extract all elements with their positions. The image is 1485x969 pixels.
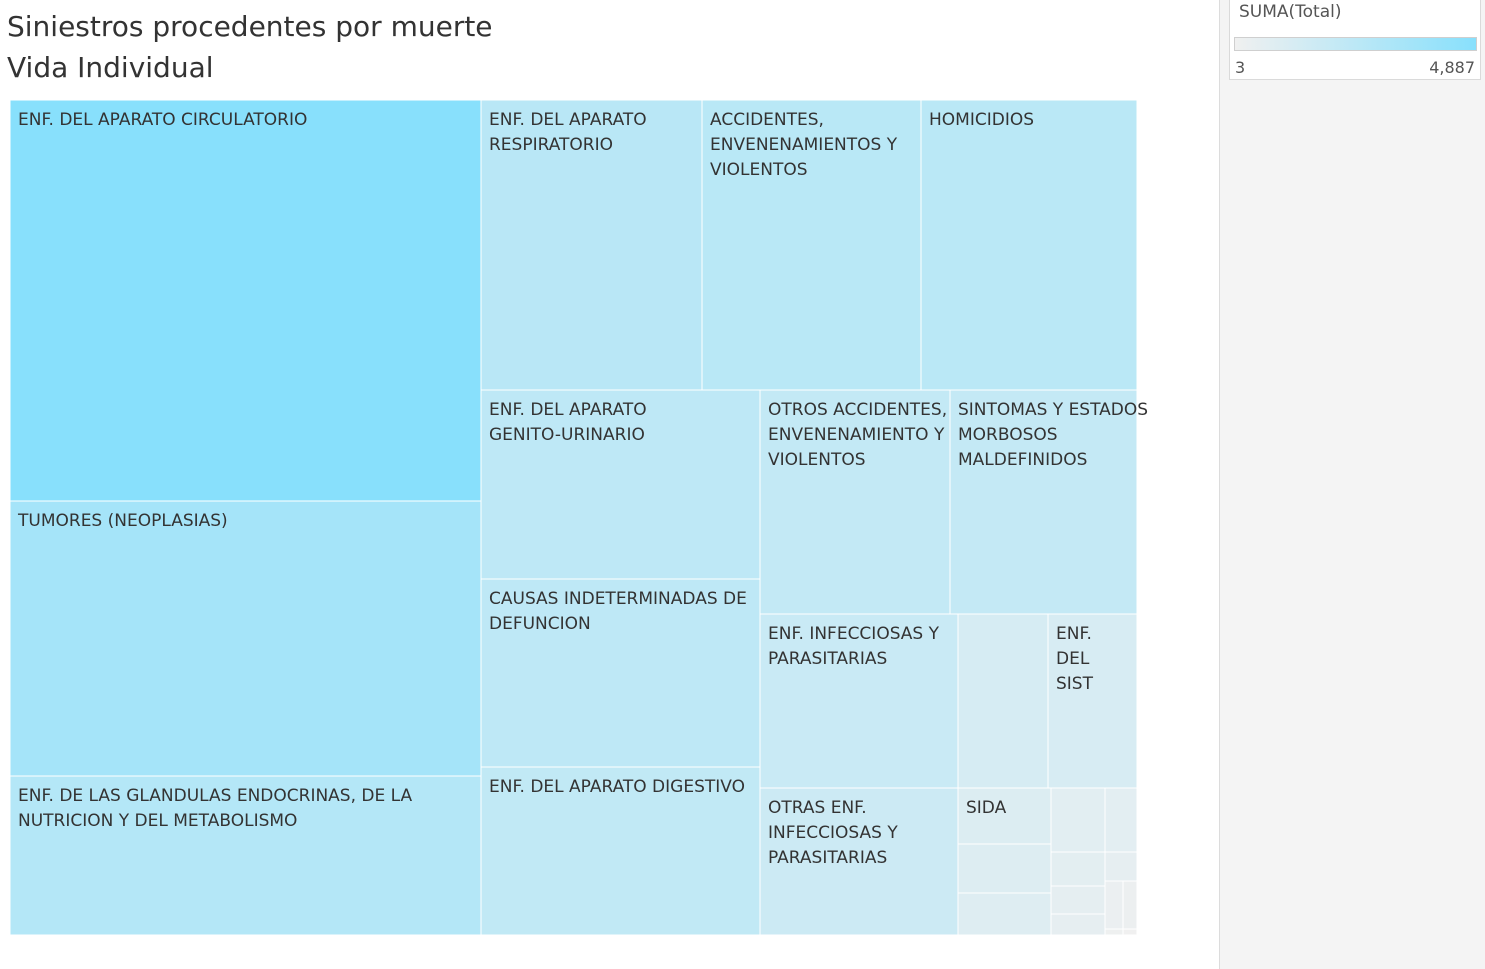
treemap-cell-label-line: OTROS ACCIDENTES, [768, 400, 947, 420]
treemap-cell-label-line: ENF. DEL APARATO [489, 400, 647, 420]
treemap-cell[interactable] [1104, 880, 1124, 930]
treemap-cell-label-line: ENF. DEL APARATO CIRCULATORIO [18, 110, 307, 130]
treemap-cell[interactable] [480, 766, 761, 936]
treemap-cell[interactable] [1104, 928, 1124, 936]
treemap-cell-label: ACCIDENTES, ENVENENAMIENTOS Y VIOLENTOS [710, 110, 898, 180]
treemap-cell[interactable] [1050, 787, 1106, 853]
treemap-cell-label-line: PARASITARIAS [768, 649, 887, 669]
treemap-cell[interactable] [949, 389, 1138, 615]
treemap-cell-label: CAUSAS INDETERMINADAS DE DEFUNCION [489, 589, 747, 634]
treemap-cell-label-line: GENITO-URINARIO [489, 425, 645, 445]
chart-title-line-1: Siniestros procedentes por muerte [7, 10, 493, 43]
treemap-cell-label-line: MALDEFINIDOS [958, 450, 1087, 470]
treemap-cell[interactable] [9, 99, 482, 502]
treemap-cell[interactable] [759, 613, 959, 789]
treemap-cell-label: ENF. DEL APARATO RESPIRATORIO [489, 110, 647, 155]
treemap-cell[interactable] [9, 500, 482, 777]
treemap-cell[interactable] [1104, 851, 1138, 882]
treemap-cell-label-line: SINTOMAS Y ESTADOS [958, 400, 1148, 420]
treemap-cell-label-line: DEFUNCION [489, 614, 591, 634]
treemap-cell-label-line: TUMORES (NEOPLASIAS) [17, 511, 228, 531]
treemap-cell-label: HOMICIDIOS [929, 110, 1034, 130]
treemap-cell[interactable] [701, 99, 922, 391]
treemap-cell-label-line: NUTRICION Y DEL METABOLISMO [18, 811, 297, 831]
treemap-cell-label-line: ENVENENAMIENTO Y [768, 425, 945, 445]
side-panel: SUMA(Total) 3 4,887 [1219, 0, 1485, 969]
treemap-cell-label: ENF. DEL APARATO DIGESTIVO [489, 777, 745, 797]
treemap-chart: ENF. DEL APARATO CIRCULATORIO TUMORES (NE… [9, 99, 1148, 936]
treemap-cell[interactable] [1122, 928, 1138, 936]
chart-title-line-2: Vida Individual [7, 51, 214, 84]
treemap-cell-label-line: ENVENENAMIENTOS Y [710, 135, 898, 155]
treemap-cell[interactable] [480, 389, 761, 580]
treemap-cell[interactable] [957, 843, 1052, 894]
treemap-cell-label-line: OTRAS ENF. [768, 798, 867, 818]
treemap-cell-label: ENF. DEL SIST [1056, 624, 1094, 694]
treemap-cell-label: OTROS ACCIDENTES, ENVENENAMIENTO Y VIOLENT… [768, 400, 947, 470]
treemap-cell[interactable] [480, 99, 703, 391]
treemap-cell-label-line: INFECCIOSAS Y [768, 823, 898, 843]
treemap-cell-label: ENF. DEL APARATO GENITO-URINARIO [489, 400, 647, 445]
treemap-cell-label: ENF. DEL APARATO CIRCULATORIO [18, 110, 307, 130]
treemap-cell[interactable] [759, 389, 951, 615]
treemap-cell-label-line: RESPIRATORIO [489, 135, 613, 155]
treemap-cell-label-line: MORBOSOS [958, 425, 1058, 445]
treemap-cell-label-line: ENF. [1056, 624, 1092, 644]
treemap-cell[interactable] [1050, 913, 1106, 936]
treemap-cell[interactable] [957, 613, 1049, 789]
legend-max-label: 4,887 [1429, 58, 1475, 77]
treemap-cell-label-line: DEL [1056, 649, 1090, 669]
treemap-cell-label: OTRAS ENF. INFECCIOSAS Y PARASITARIAS [768, 798, 898, 868]
treemap-cell-label-line: ENF. DEL APARATO [489, 110, 647, 130]
treemap-cell-label-line: PARASITARIAS [768, 848, 887, 868]
treemap-cell-label: SINTOMAS Y ESTADOS MORBOSOS MALDEFINIDOS [958, 400, 1148, 470]
color-legend: SUMA(Total) 3 4,887 [1229, 0, 1481, 80]
legend-gradient-bar [1234, 37, 1477, 51]
treemap-cell-label-line: CAUSAS INDETERMINADAS DE [489, 589, 747, 609]
treemap-cell-label-line: VIOLENTOS [768, 450, 866, 470]
treemap-cell-label-line: SIDA [966, 798, 1007, 818]
treemap-cell-label-line: ENF. DEL APARATO DIGESTIVO [489, 777, 745, 797]
treemap-cell[interactable] [957, 787, 1052, 845]
treemap-cell[interactable] [1050, 885, 1106, 915]
legend-min-label: 3 [1235, 58, 1246, 77]
treemap-cell[interactable] [920, 99, 1138, 391]
treemap-cell[interactable] [957, 892, 1052, 936]
treemap-cell-label: ENF. INFECCIOSAS Y PARASITARIAS [768, 624, 940, 669]
treemap-cell[interactable] [1122, 880, 1138, 930]
treemap-cell[interactable] [9, 775, 482, 936]
legend-title: SUMA(Total) [1239, 2, 1342, 22]
treemap-cell-label-line: ENF. DE LAS GLANDULAS ENDOCRINAS, DE LA [18, 786, 413, 806]
treemap-cell[interactable] [1047, 613, 1138, 789]
treemap-cell-label-line: ENF. INFECCIOSAS Y [768, 624, 940, 644]
treemap-cell[interactable] [480, 578, 761, 768]
treemap-cell-label: ENF. DE LAS GLANDULAS ENDOCRINAS, DE LA N… [18, 786, 413, 831]
treemap-cell-label: SIDA [966, 798, 1007, 818]
treemap-cell-label-line: ACCIDENTES, [710, 110, 824, 130]
treemap-cell-label-line: VIOLENTOS [710, 160, 808, 180]
treemap-cell[interactable] [1050, 851, 1106, 887]
treemap-cell[interactable] [1104, 787, 1138, 853]
treemap-cell-label-line: SIST [1056, 674, 1094, 694]
treemap-cell[interactable] [759, 787, 959, 936]
treemap-cell-label-line: HOMICIDIOS [929, 110, 1034, 130]
treemap-cell-label: TUMORES (NEOPLASIAS) [17, 511, 228, 531]
